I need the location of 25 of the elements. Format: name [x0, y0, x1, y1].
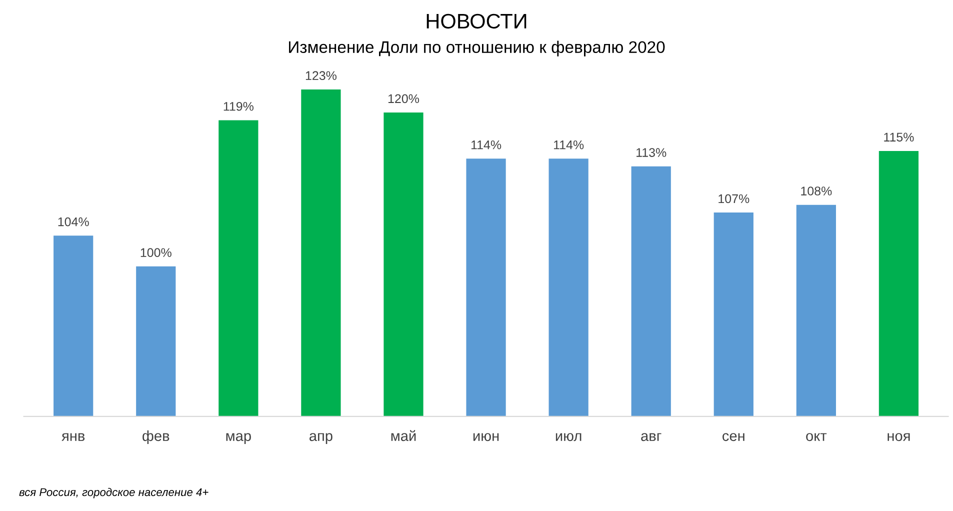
data-label: 107% [718, 194, 750, 204]
x-tick-label: мар [226, 433, 251, 444]
data-label: 114% [554, 140, 584, 150]
data-label: 100% [140, 248, 172, 257]
chart-title: НОВОСТИ [426, 14, 526, 29]
x-tick-label: янв [62, 433, 85, 441]
x-tick-label: фев [142, 430, 170, 444]
data-label: 115% [884, 132, 914, 142]
text: вся Россия, городское население 4+ [19, 488, 208, 498]
chart-subtitle: Изменение Доли по отношению к февралю 2020 [289, 40, 665, 56]
data-label: 119% [224, 102, 254, 111]
x-tick-label: авг [641, 433, 662, 442]
data-label: 120% [388, 94, 420, 104]
x-tick-label: окт [806, 433, 827, 442]
data-label: 108% [801, 186, 832, 196]
data-label: 114% [471, 140, 502, 150]
data-label: 123% [306, 71, 336, 80]
x-tick-label: сен [722, 433, 744, 442]
x-tick-label: апр [310, 433, 332, 444]
x-tick-label: июл [556, 433, 582, 442]
x-tick-label: ноя [888, 433, 910, 442]
data-label: 113% [636, 148, 666, 157]
x-tick-label: июн [473, 433, 499, 442]
x-tick-label: май [391, 430, 416, 442]
data-label: 104% [58, 217, 89, 226]
